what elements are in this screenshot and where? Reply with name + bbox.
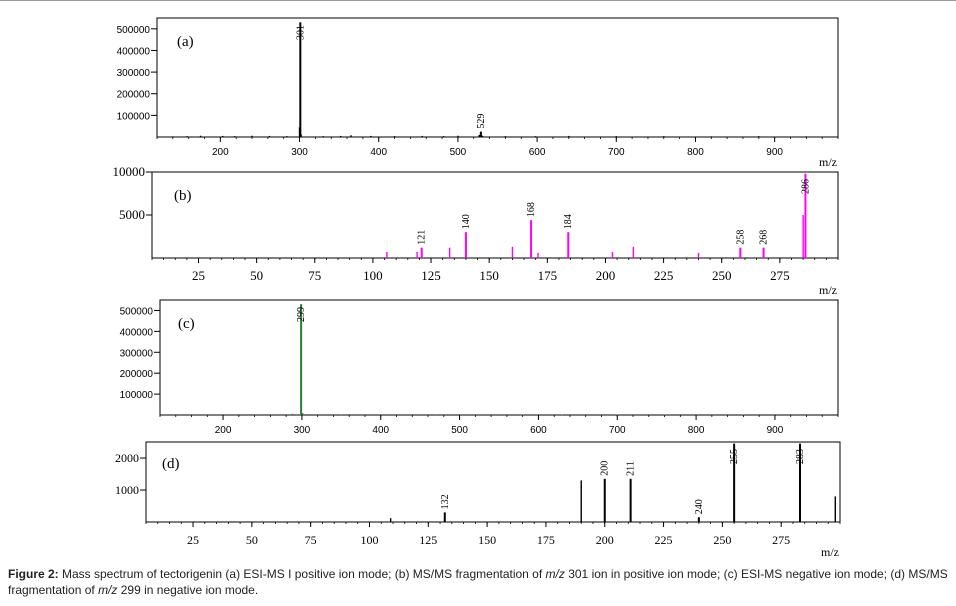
y-tick-label-1: 400000 <box>117 46 151 57</box>
y-tick-label-4: 1000 <box>115 483 139 497</box>
plot-frame-4 <box>145 441 841 523</box>
panel-label-2: (b) <box>174 188 192 204</box>
y-tick-label-3: 500000 <box>120 306 154 317</box>
x-tick-label-4: 250 <box>713 533 731 547</box>
x-axis-label-2: m/z <box>819 283 837 297</box>
x-tick-label-1: 600 <box>529 147 546 158</box>
y-tick-label-3: 300000 <box>120 348 154 359</box>
y-tick-label-2: 5000 <box>119 207 145 222</box>
panel-label-3: (c) <box>178 316 195 332</box>
x-tick-label-2: 125 <box>421 268 441 283</box>
caption-label: Figure 2: <box>8 567 59 581</box>
caption-text-3: 299 in negative ion mode. <box>117 583 259 597</box>
x-tick-label-1: 400 <box>370 147 387 158</box>
x-tick-label-2: 100 <box>363 268 383 283</box>
peak-label-121: 121 <box>417 230 428 245</box>
x-tick-label-3: 300 <box>294 425 311 436</box>
x-tick-label-3: 800 <box>688 425 705 436</box>
y-tick-label-3: 400000 <box>120 327 154 338</box>
x-tick-label-3: 500 <box>451 425 468 436</box>
x-tick-label-2: 225 <box>654 268 674 283</box>
x-tick-label-1: 300 <box>291 147 308 158</box>
x-tick-label-4: 25 <box>187 533 199 547</box>
peak-label-301: 301 <box>295 25 306 40</box>
x-tick-label-1: 200 <box>212 147 229 158</box>
x-tick-label-4: 275 <box>772 533 790 547</box>
x-tick-label-3: 600 <box>530 425 547 436</box>
x-tick-label-1: 500 <box>450 147 467 158</box>
y-tick-label-1: 200000 <box>117 90 151 101</box>
caption-text-1: Mass spectrum of tectorigenin (a) ESI-MS… <box>58 567 546 581</box>
x-tick-label-4: 175 <box>537 533 555 547</box>
peak-label-132: 132 <box>440 494 451 509</box>
peak-label-211: 211 <box>626 461 637 476</box>
figure-caption: Figure 2: Mass spectrum of tectorigenin … <box>8 566 950 598</box>
peak-label-255: 255 <box>729 449 740 464</box>
y-tick-label-3: 100000 <box>120 390 154 401</box>
x-axis-label-1: m/z <box>819 155 837 169</box>
x-tick-label-2: 25 <box>192 268 205 283</box>
x-tick-label-3: 700 <box>609 425 626 436</box>
top-divider <box>0 0 956 1</box>
x-tick-label-4: 150 <box>478 533 496 547</box>
peak-label-268: 268 <box>759 230 770 245</box>
x-tick-label-4: 100 <box>360 533 378 547</box>
y-tick-label-2: 10000 <box>113 164 146 179</box>
peak-label-258: 258 <box>735 230 746 245</box>
panel-label-1: (a) <box>177 34 194 50</box>
peak-label-283: 283 <box>795 449 806 464</box>
peak-label-200: 200 <box>600 461 611 476</box>
peak-label-168: 168 <box>526 202 537 217</box>
x-tick-label-1: 900 <box>766 147 783 158</box>
mass-spectra-figure: (a) 100000 200000 300000 400000 500000 200 300 4… <box>113 17 841 559</box>
peak-label-140: 140 <box>461 214 472 229</box>
x-tick-label-2: 75 <box>308 268 321 283</box>
y-tick-label-4: 2000 <box>115 451 139 465</box>
caption-mz-1: m/z <box>545 567 565 581</box>
x-tick-label-4: 75 <box>305 533 317 547</box>
caption-mz-2: m/z <box>98 583 118 597</box>
peak-label-184: 184 <box>563 214 574 229</box>
caption-text-2: 301 ion in positive ion mode; (c) ESI-MS… <box>8 567 948 597</box>
panel-label-4: (d) <box>162 456 180 472</box>
peak-label-529: 529 <box>476 114 487 129</box>
x-tick-label-3: 400 <box>372 425 389 436</box>
x-tick-label-1: 800 <box>687 147 704 158</box>
y-tick-label-1: 300000 <box>117 68 151 79</box>
x-tick-label-2: 200 <box>596 268 616 283</box>
x-tick-label-3: 900 <box>767 425 784 436</box>
x-tick-label-1: 700 <box>608 147 625 158</box>
y-tick-label-1: 100000 <box>117 111 151 122</box>
x-tick-label-4: 200 <box>596 533 614 547</box>
peak-label-299: 299 <box>296 307 307 322</box>
x-tick-label-2: 275 <box>770 268 790 283</box>
x-tick-label-2: 175 <box>538 268 558 283</box>
plot-frame-3 <box>159 299 839 416</box>
x-tick-label-4: 50 <box>246 533 258 547</box>
peak-label-240: 240 <box>694 499 705 514</box>
plot-frame-1 <box>156 17 839 138</box>
x-tick-label-2: 150 <box>479 268 499 283</box>
y-tick-label-1: 500000 <box>117 25 151 36</box>
x-axis-label-4: m/z <box>821 545 839 559</box>
x-tick-label-4: 125 <box>419 533 437 547</box>
x-tick-label-2: 250 <box>712 268 732 283</box>
y-tick-label-3: 200000 <box>120 369 154 380</box>
x-tick-label-2: 50 <box>250 268 263 283</box>
peak-label-286: 286 <box>800 179 811 194</box>
x-tick-label-4: 225 <box>655 533 673 547</box>
x-tick-label-3: 200 <box>215 425 232 436</box>
